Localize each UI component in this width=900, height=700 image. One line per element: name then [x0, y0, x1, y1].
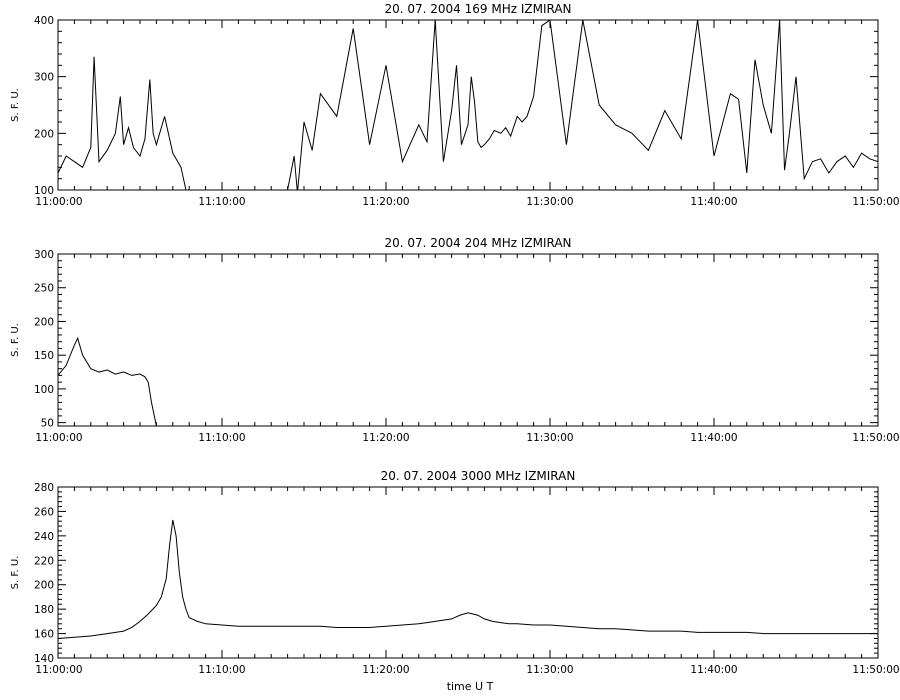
y-tick-label: 200 [34, 580, 54, 592]
y-tick-label: 200 [34, 316, 54, 328]
y-tick-label: 220 [34, 555, 54, 567]
y-tick-label: 50 [41, 418, 54, 430]
y-axis-label: S. F. U. [10, 323, 21, 357]
x-tick-label: 11:00:00 [35, 196, 82, 208]
x-tick-label: 11:00:00 [35, 664, 82, 676]
y-tick-label: 150 [34, 350, 54, 362]
x-tick-label: 11:40:00 [690, 196, 737, 208]
y-tick-label: 300 [34, 249, 54, 261]
series-line-1 [58, 20, 878, 190]
chart-panels: 20. 07. 2004 169 MHz IZMIRAN S. F. U. 11:0… [10, 2, 900, 676]
series-line-2 [58, 336, 878, 426]
y-tick-label: 100 [34, 384, 54, 396]
plot-frame [57, 19, 879, 191]
y-tick-label: 240 [34, 531, 54, 543]
chart-title: 20. 07. 2004 3000 MHz IZMIRAN [381, 469, 576, 483]
plot-frame [57, 486, 879, 659]
x-tick-label: 11:20:00 [362, 664, 409, 676]
x-tick-label: 11:40:00 [690, 432, 737, 444]
y-tick-label: 400 [34, 15, 54, 27]
y-tick-label: 140 [34, 653, 54, 665]
y-axis-label: S. F. U. [10, 88, 21, 122]
x-tick-label: 11:10:00 [198, 664, 245, 676]
y-axis-label: S. F. U. [10, 556, 21, 590]
chart-panel-2: 20. 07. 2004 204 MHz IZMIRAN S. F. U. 11:0… [10, 236, 900, 444]
x-tick-label: 11:50:00 [852, 664, 899, 676]
x-tick-label: 11:20:00 [362, 432, 409, 444]
series-line-3 [58, 519, 878, 639]
plot-frame [57, 253, 879, 427]
x-tick-label: 11:00:00 [35, 432, 82, 444]
x-tick-label: 11:10:00 [198, 432, 245, 444]
chart-title: 20. 07. 2004 204 MHz IZMIRAN [384, 236, 571, 250]
x-tick-label: 11:30:00 [526, 432, 573, 444]
y-tick-label: 180 [34, 604, 54, 616]
chart-panel-1: 20. 07. 2004 169 MHz IZMIRAN S. F. U. 11:0… [10, 2, 900, 208]
x-tick-label: 11:50:00 [852, 432, 899, 444]
x-tick-label: 11:10:00 [198, 196, 245, 208]
y-tick-label: 280 [34, 482, 54, 494]
chart-panel-3: 20. 07. 2004 3000 MHz IZMIRAN S. F. U. 11:… [10, 469, 900, 676]
y-tick-label: 250 [34, 283, 54, 295]
x-tick-label: 11:20:00 [362, 196, 409, 208]
x-tick-label: 11:40:00 [690, 664, 737, 676]
chart-title: 20. 07. 2004 169 MHz IZMIRAN [384, 2, 571, 16]
x-tick-label: 11:50:00 [852, 196, 899, 208]
y-tick-label: 100 [34, 185, 54, 197]
y-tick-label: 260 [34, 506, 54, 518]
y-tick-label: 160 [34, 629, 54, 641]
x-tick-label: 11:30:00 [526, 196, 573, 208]
y-tick-label: 200 [34, 128, 54, 140]
x-tick-label: 11:30:00 [526, 664, 573, 676]
x-axis-label: time U T [447, 680, 494, 693]
y-tick-label: 300 [34, 72, 54, 84]
